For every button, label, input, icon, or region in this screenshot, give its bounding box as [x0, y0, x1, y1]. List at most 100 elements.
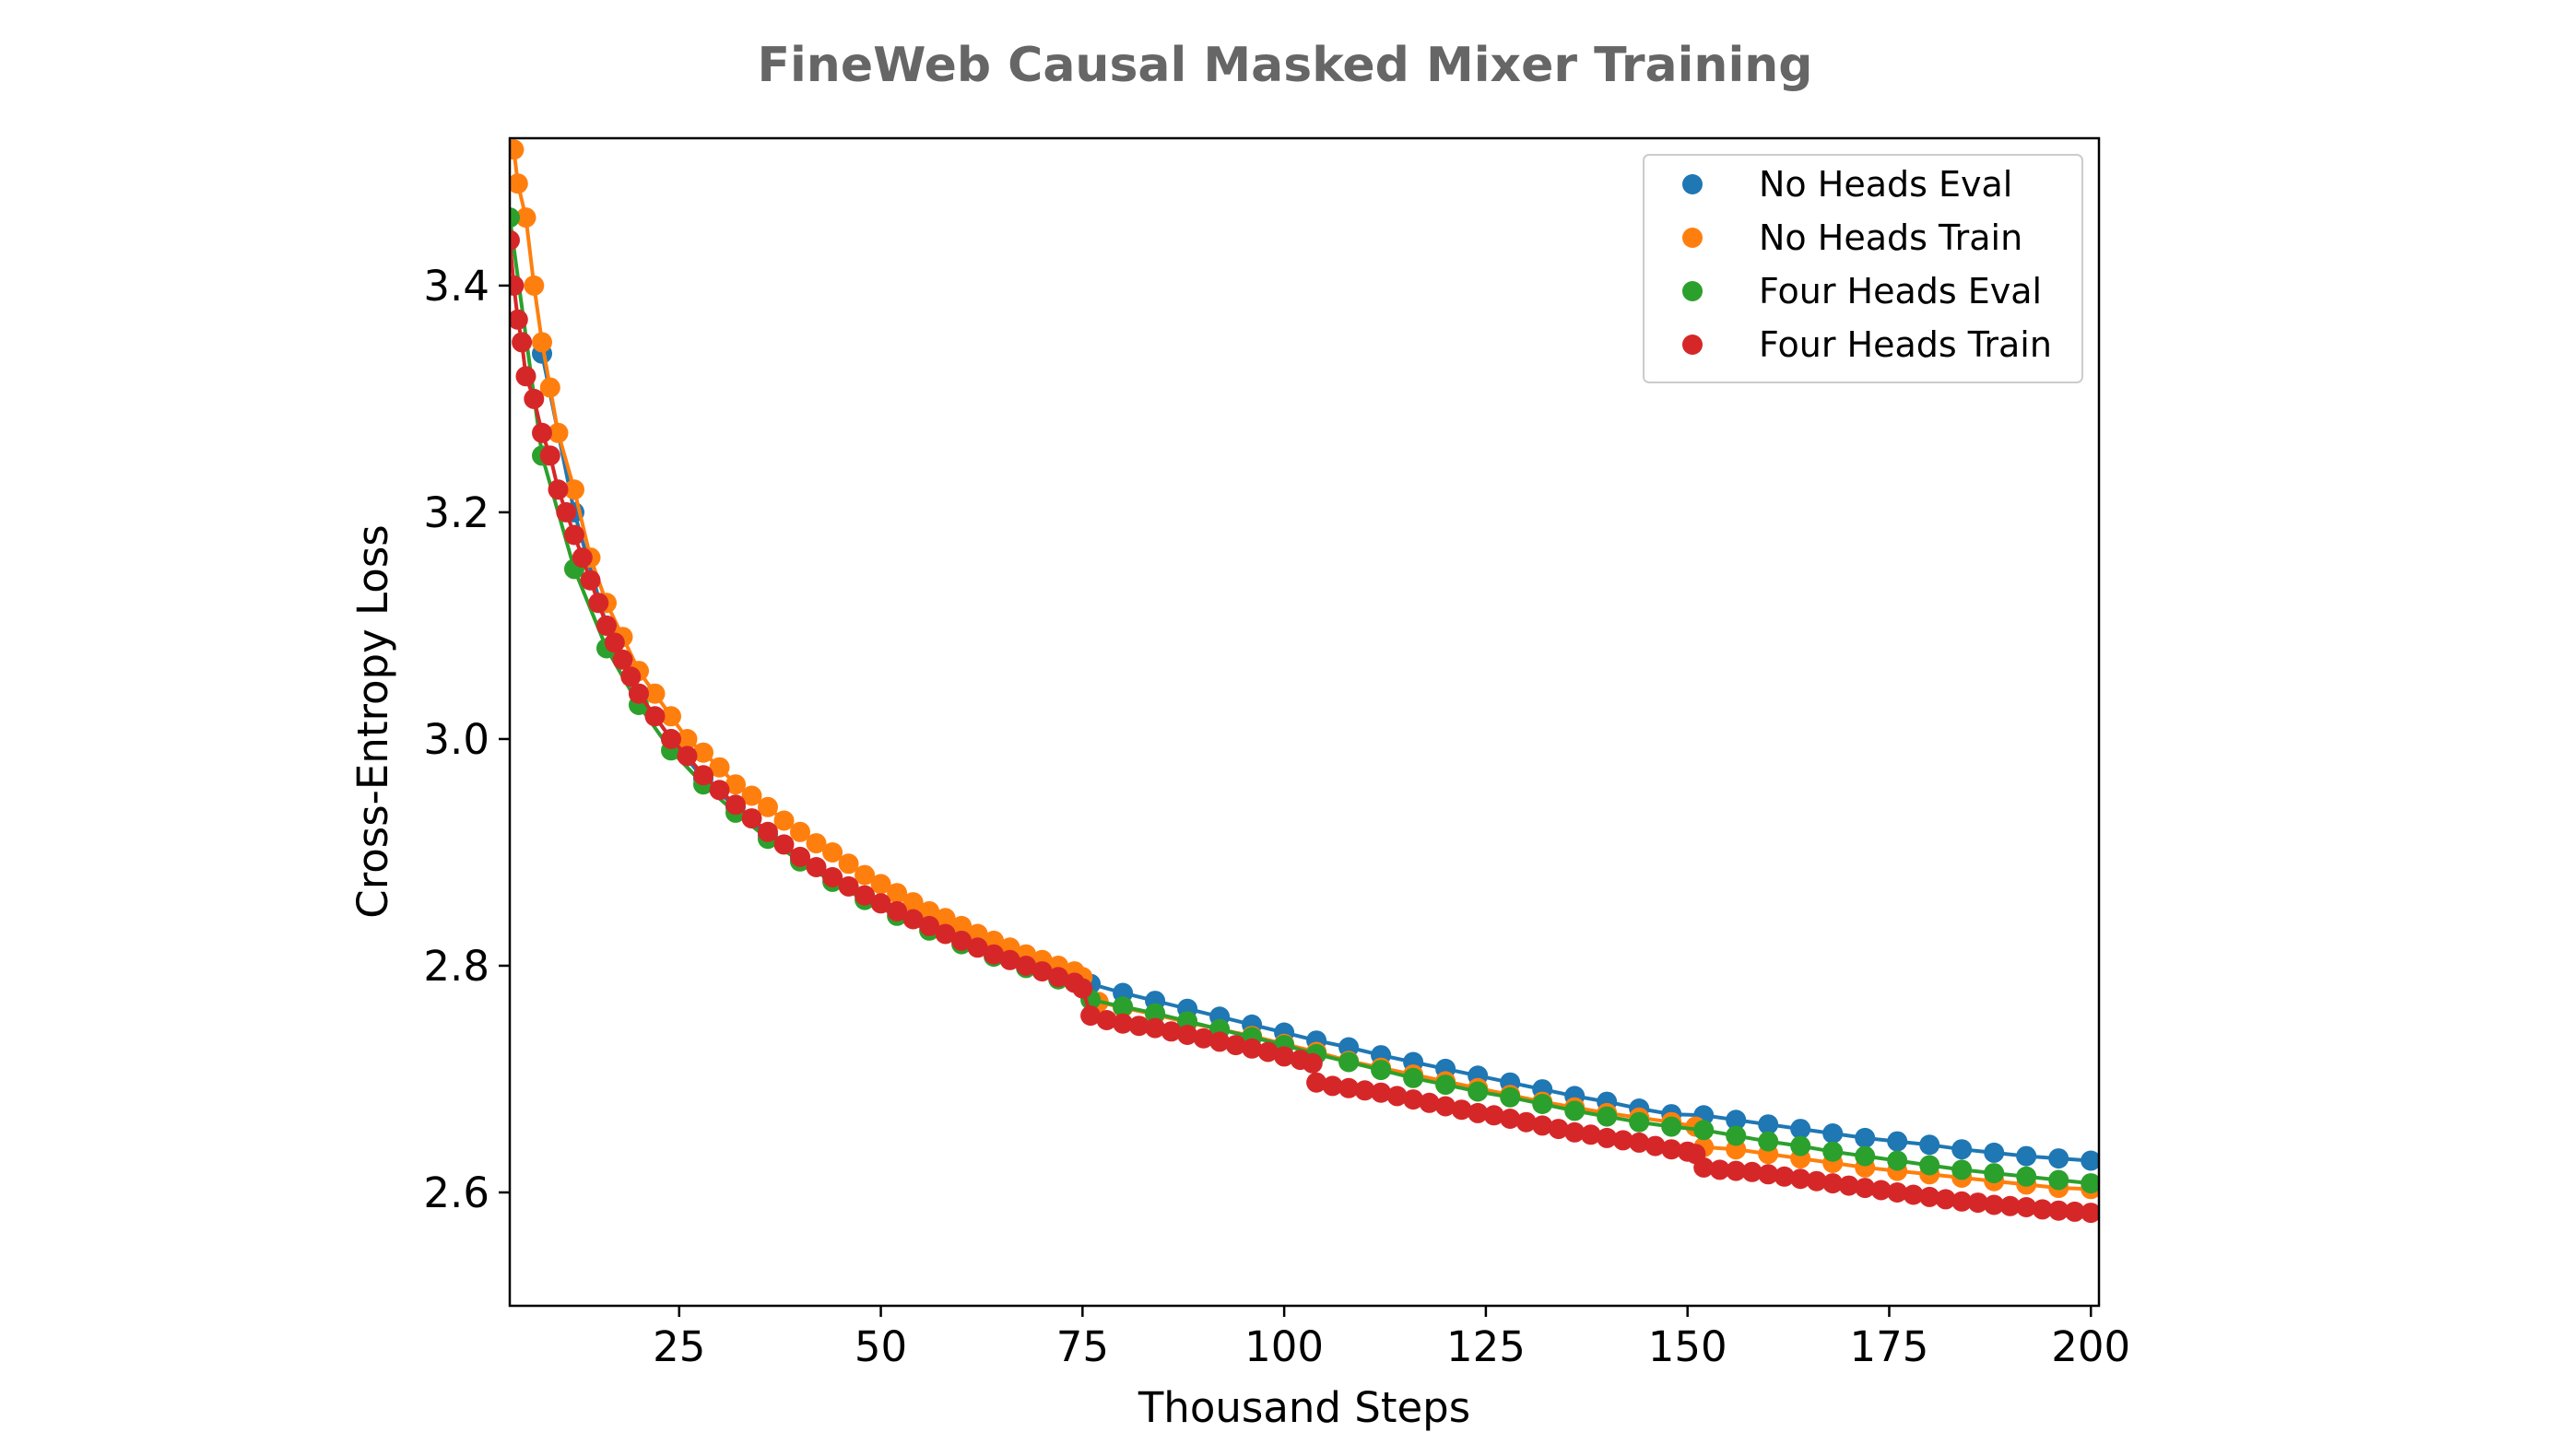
four-heads-train-point — [855, 885, 876, 906]
four-heads-train-point — [1999, 1195, 2021, 1216]
no-heads-eval-point — [2016, 1145, 2037, 1167]
no-heads-eval-point — [1984, 1142, 2005, 1163]
four-heads-train-point — [661, 729, 681, 749]
four-heads-train-point — [1855, 1178, 1876, 1199]
series-layer — [510, 139, 2099, 1224]
four-heads-eval-point — [1661, 1116, 1682, 1137]
four-heads-train-point — [532, 422, 552, 443]
no-heads-train-point — [515, 207, 536, 229]
four-heads-train-point — [1257, 1041, 1279, 1063]
four-heads-train-point — [1612, 1130, 1633, 1151]
four-heads-train-point — [1113, 1013, 1134, 1034]
four-heads-train-point — [1322, 1075, 1343, 1097]
four-heads-train-point — [1209, 1031, 1231, 1052]
four-heads-eval-point — [1984, 1163, 2005, 1184]
four-heads-train-point — [1645, 1135, 1666, 1157]
no-heads-eval-point — [1758, 1114, 1779, 1135]
no-heads-train-point — [524, 275, 545, 296]
y-tick-label: 3.0 — [423, 715, 489, 764]
no-heads-train-point — [510, 173, 528, 194]
four-heads-eval-point — [1371, 1060, 1392, 1081]
four-heads-train-point — [838, 875, 859, 897]
no-heads-train-point — [661, 706, 681, 727]
four-heads-eval-point — [510, 207, 520, 229]
four-heads-train-point — [709, 780, 730, 801]
four-heads-train-point — [510, 309, 528, 330]
four-heads-train-point — [1629, 1132, 1650, 1153]
no-heads-train-point — [870, 874, 891, 895]
four-heads-train-point — [1016, 956, 1037, 976]
x-tick-label: 200 — [2051, 1322, 2130, 1371]
x-tick-label: 25 — [653, 1322, 705, 1371]
four-heads-train-point — [870, 893, 891, 914]
four-heads-eval-point — [2048, 1169, 2069, 1191]
four-heads-train-point — [741, 808, 762, 829]
y-axis: 2.6 2.8 3.0 3.2 3.4 — [423, 262, 510, 1217]
four-heads-eval-point — [1822, 1141, 1844, 1162]
no-heads-train-point — [709, 757, 730, 778]
no-heads-eval-point — [1919, 1134, 1940, 1156]
four-heads-train-point — [984, 944, 1005, 965]
no-heads-train-point — [887, 883, 908, 904]
no-heads-train-point — [902, 892, 924, 913]
no-heads-eval-point — [1855, 1127, 1876, 1148]
four-heads-train-point — [1790, 1168, 1811, 1190]
four-heads-train-point — [1903, 1184, 1924, 1205]
four-heads-train-point — [919, 915, 940, 936]
no-heads-eval-point — [1887, 1131, 1908, 1152]
four-heads-eval-point — [1597, 1106, 1618, 1127]
four-heads-train-point — [1887, 1182, 1908, 1203]
four-heads-train-point — [1145, 1017, 1166, 1039]
four-heads-train-point — [512, 332, 533, 353]
y-tick-label: 3.4 — [423, 262, 489, 311]
four-heads-train-point — [806, 857, 827, 877]
four-heads-train-point — [524, 388, 545, 409]
four-heads-train-point — [1048, 967, 1069, 988]
four-heads-train-point — [1532, 1115, 1553, 1136]
four-heads-train-point — [515, 366, 536, 387]
four-heads-train-point — [556, 501, 577, 523]
legend-item-no-heads-train: No Heads Train — [1682, 217, 2022, 258]
chart-title: FineWeb Causal Masked Mixer Training — [757, 38, 1812, 93]
four-heads-train-point — [1984, 1194, 2005, 1215]
four-heads-train-point — [2016, 1197, 2037, 1217]
x-axis-label: Thousand Steps — [1138, 1383, 1470, 1432]
four-heads-train-point — [1564, 1121, 1586, 1143]
no-heads-eval-point — [1726, 1110, 1747, 1131]
four-heads-train-point — [1758, 1164, 1779, 1185]
four-heads-eval-point — [1919, 1155, 1940, 1176]
no-heads-eval-point — [1951, 1139, 1973, 1160]
no-heads-train-point — [806, 833, 827, 854]
no-heads-train-point — [790, 821, 810, 842]
four-heads-train-point — [548, 479, 569, 500]
four-heads-eval-point — [1500, 1086, 1521, 1108]
x-axis: 25 50 75 100 125 150 175 200 — [653, 1306, 2130, 1371]
four-heads-eval-point — [1693, 1120, 1715, 1141]
four-heads-train-point — [1500, 1109, 1521, 1129]
four-heads-train-point — [588, 593, 609, 614]
legend-label: Four Heads Eval — [1759, 271, 2042, 311]
four-heads-train-point — [510, 229, 520, 251]
four-heads-train-point — [1661, 1139, 1682, 1160]
y-axis-label: Cross-Entropy Loss — [348, 524, 397, 918]
four-heads-train-point — [1242, 1038, 1263, 1059]
four-heads-train-point — [1306, 1072, 1327, 1093]
four-heads-train-point — [1080, 1005, 1102, 1027]
four-heads-train-point — [1386, 1086, 1408, 1107]
four-heads-eval-point — [1564, 1100, 1586, 1121]
four-heads-train-point — [510, 275, 525, 296]
four-heads-train-point — [612, 649, 633, 670]
legend-marker — [1682, 228, 1703, 248]
four-heads-eval-point — [1113, 996, 1134, 1017]
no-heads-train-point — [919, 900, 940, 922]
four-heads-eval-point — [1338, 1051, 1360, 1073]
four-heads-train-point — [1726, 1160, 1747, 1181]
plot-frame — [508, 136, 2101, 1308]
four-heads-eval-point — [1951, 1159, 1973, 1180]
four-heads-train-point — [1838, 1175, 1859, 1196]
four-heads-eval-point — [1532, 1094, 1553, 1114]
no-heads-train-point — [510, 139, 525, 160]
four-heads-train-point — [1451, 1099, 1472, 1121]
no-heads-eval-point — [1790, 1119, 1811, 1140]
four-heads-train-point — [572, 547, 593, 569]
